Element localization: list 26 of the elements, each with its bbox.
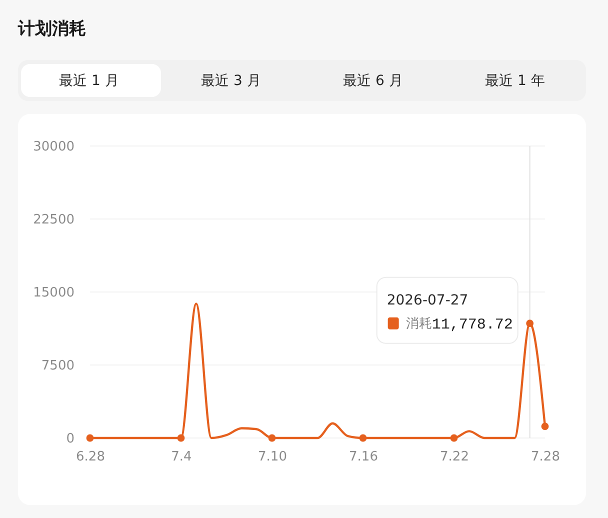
point xyxy=(526,320,534,328)
y-tick-label: 15000 xyxy=(33,286,74,300)
y-tick-label: 22500 xyxy=(33,212,74,228)
text: 最近 6 月 xyxy=(343,73,403,89)
text: 最近 1 年 xyxy=(485,73,545,89)
y-tick-label: 7500 xyxy=(41,358,74,374)
point xyxy=(86,434,94,442)
chart-title: 计划消耗 xyxy=(17,19,86,39)
text: 最近 3 月 xyxy=(201,73,261,89)
x-tick-label: 7.10 xyxy=(258,450,287,464)
point xyxy=(177,434,185,442)
x-tick-label: 6.28 xyxy=(76,450,105,464)
x-tick-label: 7.22 xyxy=(440,450,469,464)
point xyxy=(541,422,549,430)
x-tick-label: 7.28 xyxy=(531,450,560,464)
y-tick-label: 30000 xyxy=(33,140,74,154)
y-tick-label: 0 xyxy=(66,432,74,446)
point xyxy=(268,434,276,442)
point xyxy=(359,434,367,442)
data-label: 11,778.72 xyxy=(432,316,513,334)
annotation: 2026-07-27 xyxy=(386,292,468,308)
x-tick-label: 7.4 xyxy=(171,450,192,464)
x-tick-label: 7.16 xyxy=(349,450,378,464)
text: 最近 1 月 xyxy=(59,73,119,89)
point xyxy=(450,434,458,442)
legend-label: 消耗 xyxy=(406,316,432,332)
